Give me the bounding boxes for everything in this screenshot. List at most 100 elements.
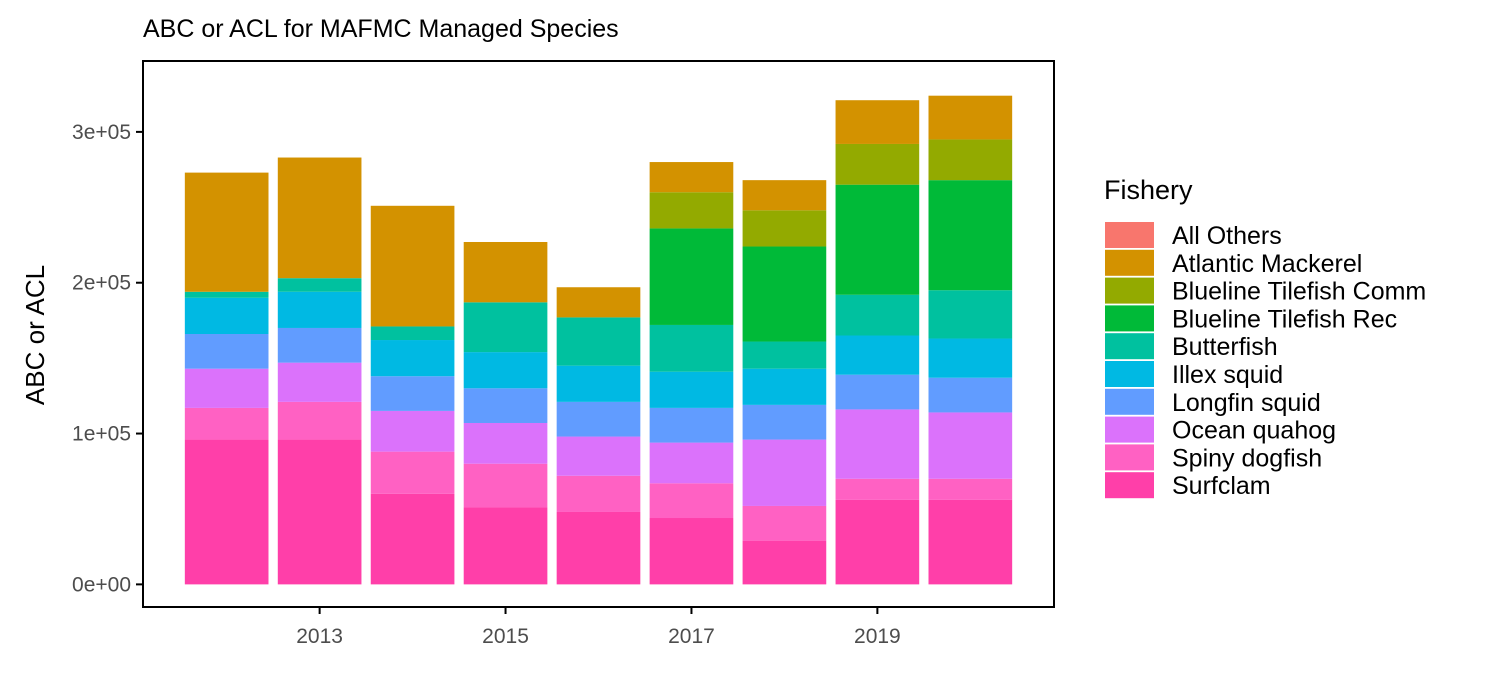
y-axis-title: ABC or ACL (20, 265, 50, 405)
bar-segment-butterfish-2012 (184, 291, 269, 298)
bar-segment-atlantic-mackerel-2013 (277, 157, 362, 279)
bar-segment-ocean-quahog-2016 (556, 436, 641, 476)
legend-key (1105, 249, 1154, 276)
legend-label: Blueline Tilefish Comm (1172, 278, 1426, 306)
bar-segment-spiny-dogfish-2012 (184, 407, 269, 440)
bar-segment-ocean-quahog-2019 (835, 409, 920, 479)
bar-segment-butterfish-2020 (928, 290, 1013, 339)
bar-segment-blueline-tilefish-rec-2017 (649, 228, 734, 325)
bar-segment-butterfish-2016 (556, 317, 641, 366)
legend-key (1105, 361, 1154, 387)
bar-segment-longfin-squid-2014 (370, 376, 455, 411)
bar-segment-atlantic-mackerel-2018 (742, 180, 827, 211)
bar-segment-ocean-quahog-2020 (928, 412, 1013, 479)
bar-segment-surfclam-2018 (742, 540, 827, 585)
legend-key (1105, 305, 1154, 332)
y-axis: 0e+00 1e+05 2e+05 3e+05 (72, 121, 143, 596)
bar-segment-blueline-tilefish-rec-2020 (928, 180, 1013, 291)
bar-segment-spiny-dogfish-2018 (742, 505, 827, 541)
bar-segment-spiny-dogfish-2014 (370, 451, 455, 494)
bar-segment-illex-squid-2015 (463, 352, 548, 389)
bar-segment-spiny-dogfish-2017 (649, 483, 734, 519)
legend-key (1105, 277, 1154, 304)
y-tick-label: 3e+05 (72, 121, 131, 144)
x-axis: 2013 2015 2017 2019 (296, 607, 901, 648)
legend-label: Longfin squid (1172, 389, 1321, 417)
bar-segment-illex-squid-2019 (835, 335, 920, 375)
bar-segment-ocean-quahog-2014 (370, 410, 455, 452)
y-tick-label: 0e+00 (72, 573, 131, 596)
legend-label: Ocean quahog (1172, 417, 1336, 445)
bar-segment-blueline-tilefish-comm-2018 (742, 210, 827, 247)
legend-key (1105, 416, 1154, 443)
legend-label: Atlantic Mackerel (1172, 250, 1362, 278)
legend-label: All Others (1172, 222, 1282, 250)
bar-segment-atlantic-mackerel-2014 (370, 205, 455, 327)
x-tick-label: 2013 (296, 625, 343, 648)
bar-segment-longfin-squid-2020 (928, 377, 1013, 413)
bar-segment-ocean-quahog-2013 (277, 362, 362, 402)
legend-key (1105, 222, 1154, 248)
bar-segment-longfin-squid-2019 (835, 374, 920, 410)
bar-segment-atlantic-mackerel-2015 (463, 241, 548, 303)
bar-segment-illex-squid-2017 (649, 371, 734, 408)
bar-segment-spiny-dogfish-2020 (928, 478, 1013, 500)
bar-segment-surfclam-2019 (835, 499, 920, 585)
bar-segment-longfin-squid-2012 (184, 334, 269, 369)
bar-segment-butterfish-2013 (277, 278, 362, 292)
legend-key (1105, 444, 1154, 471)
bar-segment-atlantic-mackerel-2017 (649, 162, 734, 193)
bar-segment-atlantic-mackerel-2012 (184, 172, 269, 292)
plot-panel-border (142, 60, 1055, 608)
x-tick-label: 2019 (854, 625, 901, 648)
bar-segment-blueline-tilefish-rec-2019 (835, 184, 920, 295)
bar-segment-longfin-squid-2017 (649, 407, 734, 443)
bar-segment-surfclam-2020 (928, 499, 1013, 585)
legend-key (1105, 388, 1154, 415)
bar-segment-butterfish-2015 (463, 302, 548, 353)
legend-label: Butterfish (1172, 333, 1278, 361)
bar-segment-spiny-dogfish-2013 (277, 401, 362, 440)
bar-segment-illex-squid-2020 (928, 338, 1013, 378)
bar-segment-spiny-dogfish-2015 (463, 463, 548, 508)
bar-segment-ocean-quahog-2015 (463, 422, 548, 464)
bar-segment-butterfish-2019 (835, 294, 920, 336)
legend-key (1105, 333, 1154, 360)
bar-segment-atlantic-mackerel-2016 (556, 287, 641, 318)
bar-segment-ocean-quahog-2017 (649, 442, 734, 484)
bar-segment-butterfish-2018 (742, 341, 827, 369)
bar-segment-blueline-tilefish-comm-2020 (928, 139, 1013, 181)
bar-segment-butterfish-2017 (649, 324, 734, 372)
legend-key (1105, 472, 1154, 499)
bars-layer (184, 95, 1013, 585)
bar-segment-atlantic-mackerel-2020 (928, 95, 1013, 140)
legend-label: Blueline Tilefish Rec (1172, 305, 1397, 333)
legend-label: Spiny dogfish (1172, 444, 1322, 472)
legend-title: Fishery (1104, 175, 1193, 205)
bar-segment-illex-squid-2014 (370, 340, 455, 377)
bar-segment-atlantic-mackerel-2019 (835, 100, 920, 144)
bar-segment-longfin-squid-2013 (277, 327, 362, 363)
bar-segment-illex-squid-2012 (184, 297, 269, 334)
bar-segment-blueline-tilefish-rec-2018 (742, 246, 827, 342)
bar-segment-spiny-dogfish-2019 (835, 478, 920, 500)
bar-segment-longfin-squid-2015 (463, 388, 548, 423)
bar-segment-ocean-quahog-2018 (742, 439, 827, 506)
bar-segment-surfclam-2017 (649, 518, 734, 585)
x-tick-label: 2015 (482, 625, 529, 648)
bar-segment-surfclam-2016 (556, 511, 641, 585)
bar-segment-surfclam-2014 (370, 493, 455, 585)
x-tick-label: 2017 (668, 625, 715, 648)
bar-segment-illex-squid-2016 (556, 365, 641, 402)
bar-segment-surfclam-2015 (463, 507, 548, 585)
bar-segment-surfclam-2012 (184, 439, 269, 585)
bar-segment-longfin-squid-2016 (556, 401, 641, 437)
y-tick-label: 1e+05 (72, 423, 131, 446)
legend-label: Surfclam (1172, 472, 1271, 500)
bar-segment-longfin-squid-2018 (742, 404, 827, 440)
chart-title: ABC or ACL for MAFMC Managed Species (143, 15, 619, 43)
bar-segment-blueline-tilefish-comm-2017 (649, 192, 734, 229)
legend-label: Illex squid (1172, 361, 1283, 389)
bar-segment-surfclam-2013 (277, 439, 362, 585)
